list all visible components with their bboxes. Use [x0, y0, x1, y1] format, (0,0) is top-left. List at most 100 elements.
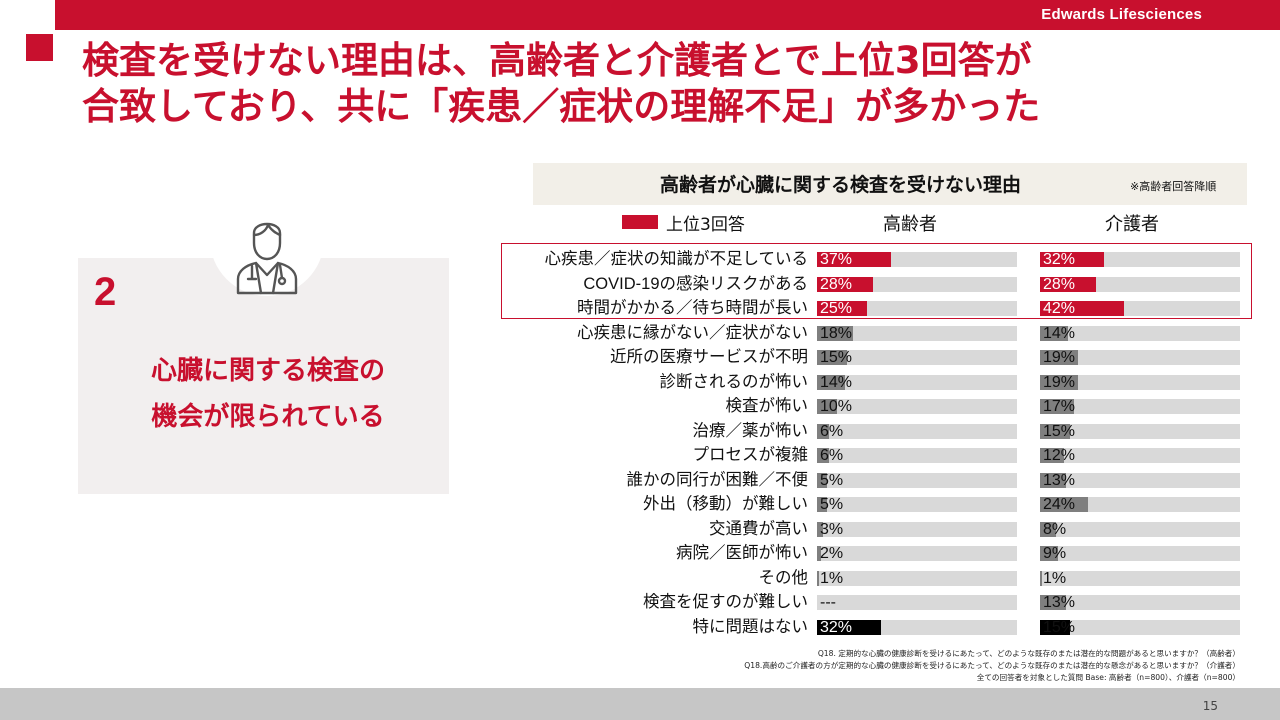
caption-line-2: 機会が限られている	[151, 402, 385, 432]
category-label: 検査が怖い	[725, 397, 809, 415]
bar-track-elderly	[817, 423, 1017, 439]
bar-elderly	[817, 301, 867, 316]
bar-elderly	[817, 325, 853, 341]
bar-caregiver	[1040, 423, 1070, 439]
bar-elderly	[817, 521, 823, 537]
bar-caregiver	[1040, 399, 1074, 414]
bar-elderly	[817, 570, 819, 586]
bar-caregiver	[1040, 472, 1066, 488]
bar-caregiver	[1040, 497, 1088, 512]
data-label-elderly: 37%	[820, 251, 853, 268]
footnote-2: Q18.高齢のご介護者の方が定期的な心臓の健康診断を受けるにあたって、どのような…	[744, 661, 1240, 670]
slide-title: 検査を受けない理由は、高齢者と介護者とで上位3回答が 合致しており、共に「疾患／…	[82, 38, 1232, 130]
bar-track-elderly	[817, 399, 1017, 414]
bottom-bar	[0, 688, 1280, 720]
chart-sort-note: ※高齢者回答降順	[1130, 180, 1217, 193]
bar-elderly	[817, 497, 827, 512]
bar-track-elderly	[817, 595, 1017, 610]
chart-title: 高齢者が心臓に関する検査を受けない理由	[660, 174, 1022, 196]
series-header-caregiver: 介護者	[1105, 214, 1159, 235]
bar-elderly	[817, 619, 881, 635]
bar-track-elderly	[817, 325, 1017, 341]
page-number: 15	[1202, 699, 1218, 713]
bar-elderly	[817, 399, 837, 414]
title-line-1: 検査を受けない理由は、高齢者と介護者とで上位3回答が	[82, 39, 1032, 82]
bar-track-caregiver	[1040, 595, 1240, 610]
bar-caregiver	[1040, 448, 1064, 463]
title-marker	[26, 34, 53, 61]
category-label: 診断されるのが怖い	[659, 372, 809, 391]
bar-track-caregiver	[1040, 521, 1240, 537]
category-label: その他	[758, 568, 809, 587]
bar-track-elderly	[817, 521, 1017, 537]
finding-number: 2	[94, 270, 117, 314]
bar-track-elderly	[817, 350, 1017, 365]
bar-caregiver	[1040, 350, 1078, 365]
series-header-elderly: 高齢者	[883, 214, 937, 235]
data-label-elderly: 1%	[820, 569, 844, 587]
category-label: 病院／医師が怖い	[676, 544, 808, 562]
bar-elderly	[817, 374, 845, 390]
data-label-caregiver: 19%	[1043, 373, 1076, 391]
bar-track-elderly	[817, 497, 1017, 512]
doctor-icon	[236, 222, 298, 295]
data-label-caregiver: 19%	[1043, 349, 1076, 366]
category-label: 検査を促すのが難しい	[643, 593, 808, 611]
data-label-caregiver: 24%	[1043, 496, 1076, 513]
category-label: COVID-19の感染リスクがある	[583, 274, 808, 293]
data-label-caregiver: 13%	[1043, 471, 1076, 489]
data-label-caregiver: 13%	[1043, 594, 1076, 611]
bar-track-elderly	[817, 301, 1017, 316]
category-label: 特に問題はない	[692, 617, 809, 636]
finding-caption: 心臓に関する検査の 機会が限られている	[108, 348, 428, 440]
data-label-elderly: 25%	[820, 300, 853, 317]
data-label-elderly: 5%	[820, 471, 844, 489]
bar-track-caregiver	[1040, 374, 1240, 390]
bar-elderly	[817, 472, 827, 488]
data-label-elderly: 3%	[820, 520, 844, 538]
bar-caregiver	[1040, 301, 1124, 316]
bar-track-caregiver	[1040, 399, 1240, 414]
title-line-2: 合致しており、共に「疾患／症状の理解不足」が多かった	[82, 85, 1041, 128]
bar-track-caregiver	[1040, 448, 1240, 463]
data-label-elderly: 5%	[820, 496, 844, 513]
bar-caregiver	[1040, 276, 1096, 292]
bar-track-elderly	[817, 546, 1017, 561]
bar-track-elderly	[817, 570, 1017, 586]
bar-caregiver	[1040, 595, 1066, 610]
bar-elderly	[817, 276, 873, 292]
data-label-elderly: 6%	[820, 422, 844, 440]
category-label: 外出（移動）が難しい	[643, 495, 808, 513]
bar-elderly	[817, 423, 829, 439]
bar-elderly	[817, 448, 829, 463]
bar-track-caregiver	[1040, 325, 1240, 341]
data-label-caregiver: 8%	[1043, 520, 1067, 538]
category-label: プロセスが複雑	[692, 446, 809, 464]
caption-line-1: 心臓に関する検査の	[150, 356, 385, 386]
category-label: 心疾患に縁がない／症状がない	[577, 323, 808, 342]
icon-circle	[210, 182, 324, 296]
data-label-caregiver: 15%	[1043, 422, 1076, 440]
bar-caregiver	[1040, 619, 1070, 635]
category-label: 近所の医療サービスが不明	[610, 348, 808, 366]
category-label: 誰かの同行が困難／不便	[626, 470, 809, 489]
bar-track-caregiver	[1040, 472, 1240, 488]
bar-track-elderly	[817, 374, 1017, 390]
category-label: 心疾患／症状の知識が不足している	[544, 250, 808, 268]
data-label-caregiver: 42%	[1043, 300, 1076, 317]
bar-track-caregiver	[1040, 546, 1240, 561]
bar-track-elderly	[817, 472, 1017, 488]
data-label-elderly: 14%	[820, 373, 853, 391]
top-brand-bar	[55, 0, 1280, 30]
data-label-caregiver: 12%	[1043, 447, 1076, 464]
bar-caregiver	[1040, 546, 1058, 561]
bar-elderly	[817, 546, 821, 561]
bar-caregiver	[1040, 521, 1056, 537]
legend-swatch	[622, 215, 658, 229]
finding-card	[78, 258, 449, 494]
category-label: 交通費が高い	[709, 519, 808, 538]
footnote-1: Q18. 定期的な心臓の健康診断を受けるにあたって、どのような既存のまたは潜在的…	[817, 649, 1240, 658]
data-label-caregiver: 28%	[1043, 275, 1076, 293]
footnote-3: 全ての回答者を対象とした質問 Base: 高齢者（n=800）、介護者（n=80…	[976, 673, 1240, 682]
data-label-caregiver: 17%	[1043, 398, 1076, 415]
